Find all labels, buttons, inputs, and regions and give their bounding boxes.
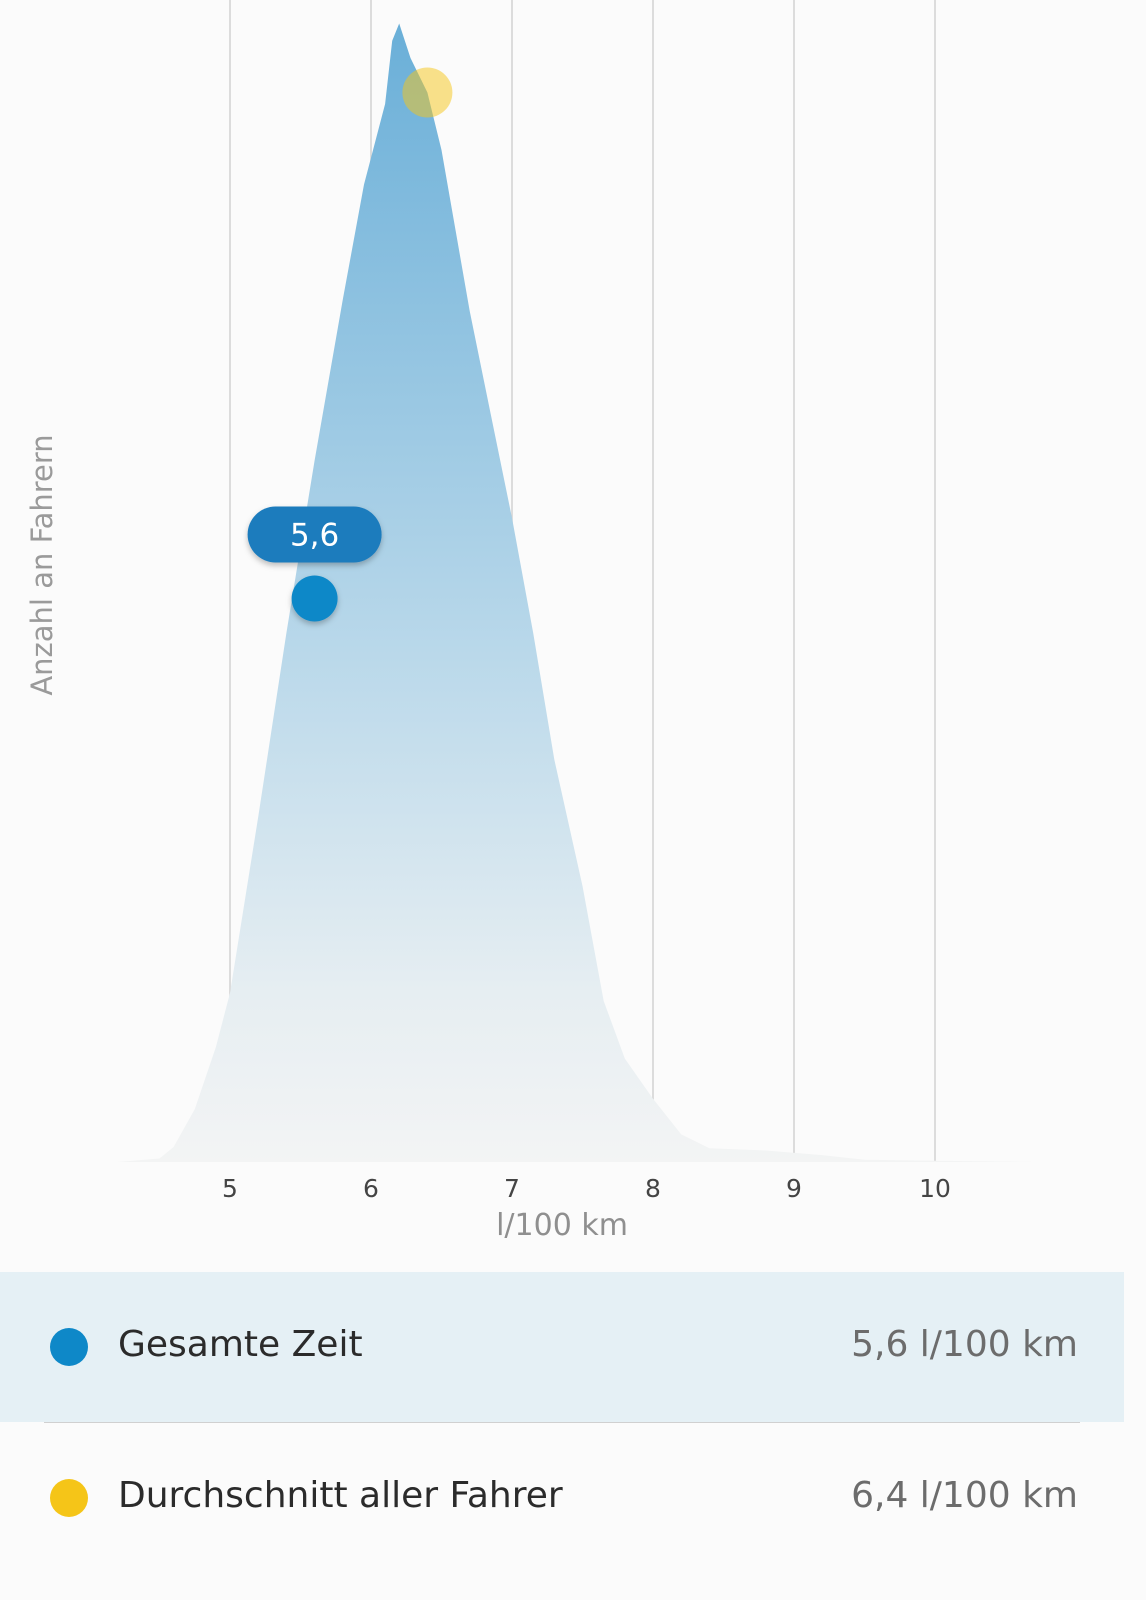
consumption-distribution-chart: 5,6 Anzahl an Fahrern 5 6 7 8 9 10 l/100 km — [25, 0, 1034, 1243]
distribution-area — [117, 23, 1034, 1162]
x-tick-label: 10 — [919, 1174, 951, 1203]
y-axis-label: Anzahl an Fahrern — [25, 434, 59, 696]
marker-durchschnitt[interactable] — [402, 67, 453, 118]
x-tick-label: 6 — [363, 1174, 379, 1203]
x-tick-label: 5 — [222, 1174, 238, 1203]
legend-item-durchschnitt[interactable]: Durchschnitt aller Fahrer 6,4 l/100 km — [0, 1423, 1124, 1573]
legend: Gesamte Zeit 5,6 l/100 km Durchschnitt a… — [0, 1272, 1124, 1573]
x-tick-label: 8 — [645, 1174, 661, 1203]
marker-gesamte-zeit[interactable] — [291, 575, 338, 622]
value-callout-text: 5,6 — [290, 518, 339, 554]
value-callout-bg — [247, 506, 382, 563]
x-tick-label: 9 — [786, 1174, 802, 1203]
value-callout: 5,6 — [247, 506, 382, 563]
chart-svg: 5,6 — [117, 0, 1034, 1162]
x-tick-label: 7 — [504, 1174, 520, 1203]
x-axis-label: l/100 km — [496, 1208, 628, 1243]
legend-label: Gesamte Zeit — [118, 1324, 363, 1365]
blue-dot-icon — [50, 1328, 88, 1366]
legend-value: 5,6 l/100 km — [851, 1324, 1078, 1365]
legend-divider — [44, 1422, 1080, 1423]
legend-value: 6,4 l/100 km — [851, 1475, 1078, 1516]
legend-item-gesamte-zeit[interactable]: Gesamte Zeit 5,6 l/100 km — [0, 1272, 1124, 1422]
yellow-dot-icon — [50, 1479, 88, 1517]
legend-label: Durchschnitt aller Fahrer — [118, 1475, 563, 1516]
